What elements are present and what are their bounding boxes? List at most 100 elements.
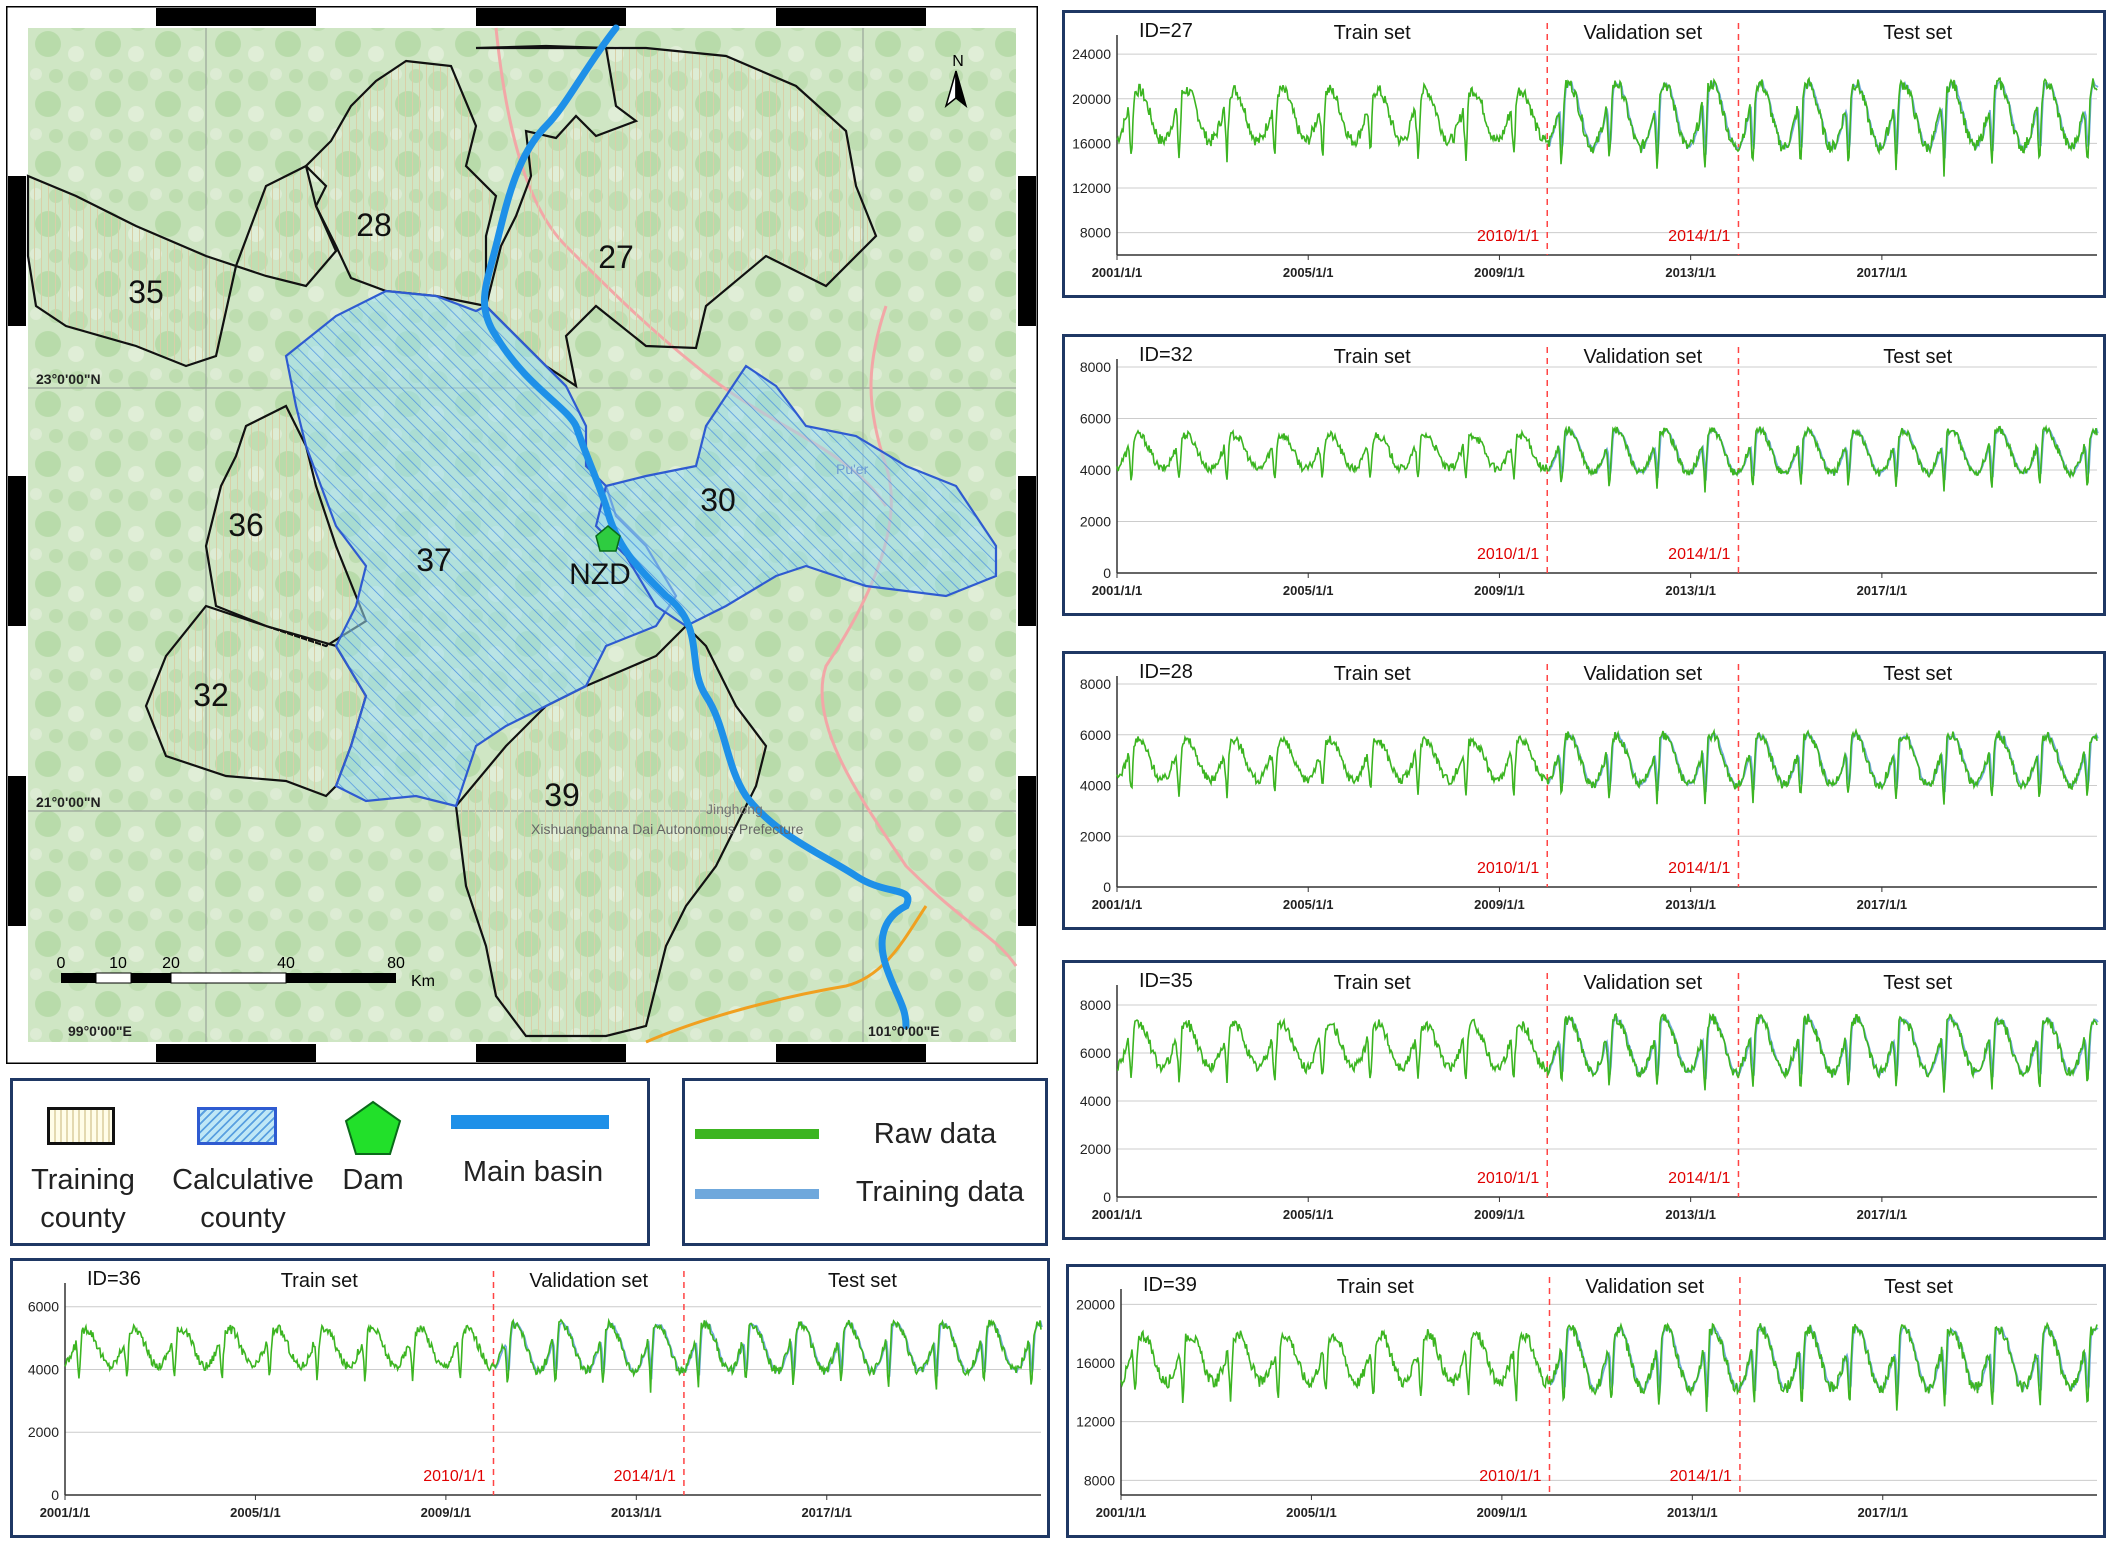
- segment-title: Train set: [281, 1270, 359, 1292]
- split-date-label: 2010/1/1: [1477, 546, 1539, 563]
- split-date-label: 2014/1/1: [1668, 228, 1730, 245]
- chart-panel-id35: 0 2000 4000 6000 8000 2001/1/1 2005/1/1 2009/1/…: [1062, 960, 2106, 1240]
- split-date-label: 2014/1/1: [1668, 546, 1730, 563]
- x-tick-label: 2009/1/1: [1474, 583, 1525, 598]
- y-tick-label: 8000: [1084, 1472, 1115, 1488]
- x-tick-label: 2009/1/1: [1474, 1207, 1525, 1222]
- legend-label-training: Training county: [31, 1164, 135, 1234]
- training-counties: [26, 44, 878, 1038]
- chart-id-label: ID=35: [1139, 970, 1193, 992]
- training-county-icon: [47, 1107, 115, 1145]
- x-tick-label: 2001/1/1: [1092, 583, 1143, 598]
- x-tick-label: 2001/1/1: [1092, 265, 1143, 280]
- y-tick-label: 8000: [1080, 997, 1111, 1013]
- y-tick-label: 4000: [28, 1361, 59, 1377]
- chart-panel-id32: 0 2000 4000 6000 8000 2001/1/1 2005/1/1 2009/1/…: [1062, 334, 2106, 616]
- legend-label-main-basin: Main basin: [462, 1156, 604, 1188]
- y-tick-label: 6000: [1080, 1045, 1111, 1061]
- x-tick-label: 2001/1/1: [1092, 897, 1143, 912]
- raw-data-line: [1116, 424, 2098, 493]
- x-tick-label: 2017/1/1: [1857, 1505, 1908, 1520]
- county-label-37: 37: [416, 542, 452, 578]
- y-tick-label: 20000: [1076, 1296, 1115, 1312]
- scale-unit: Km: [411, 973, 435, 990]
- chart-svg-id35: 0 2000 4000 6000 8000 2001/1/1 2005/1/1 2009/1/…: [1080, 970, 2099, 1222]
- county-35: [26, 164, 338, 368]
- dam-icon: [344, 1100, 402, 1155]
- split-date-label: 2014/1/1: [1668, 860, 1730, 877]
- county-27: [475, 44, 878, 389]
- series-legend: Raw data Training data: [682, 1078, 1048, 1246]
- y-tick-label: 0: [1103, 1189, 1111, 1205]
- scale-tick-40: 40: [277, 955, 295, 972]
- county-label-27: 27: [598, 239, 634, 275]
- split-date-label: 2014/1/1: [1668, 1170, 1730, 1187]
- x-tick-label: 2005/1/1: [1286, 1505, 1337, 1520]
- y-tick-label: 24000: [1072, 46, 1111, 62]
- split-date-label: 2010/1/1: [1477, 1170, 1539, 1187]
- county-label-30: 30: [700, 482, 736, 518]
- x-tick-label: 2017/1/1: [801, 1505, 852, 1520]
- x-tick-label: 2001/1/1: [1096, 1505, 1147, 1520]
- x-tick-label: 2009/1/1: [1477, 1505, 1528, 1520]
- x-tick-label: 2013/1/1: [611, 1505, 662, 1520]
- county-label-32: 32: [193, 677, 229, 713]
- county-37: [284, 289, 678, 808]
- split-date-label: 2010/1/1: [1479, 1468, 1541, 1485]
- split-date-label: 2014/1/1: [614, 1468, 676, 1485]
- x-tick-label: 2013/1/1: [1665, 897, 1716, 912]
- y-tick-label: 4000: [1080, 462, 1111, 478]
- y-tick-label: 0: [1103, 879, 1111, 895]
- county-label-39: 39: [544, 777, 580, 813]
- raw-data-line: [64, 1317, 1042, 1393]
- split-date-label: 2014/1/1: [1670, 1468, 1732, 1485]
- raw-data-line: [1116, 727, 2098, 805]
- chart-id-label: ID=32: [1139, 344, 1193, 366]
- north-label: N: [952, 53, 964, 70]
- split-date-label: 2010/1/1: [1477, 860, 1539, 877]
- segment-title: Validation set: [529, 1270, 648, 1292]
- map-frame-ticks: [8, 8, 1036, 1062]
- county-39: [454, 624, 768, 1038]
- x-tick-label: 2017/1/1: [1857, 1207, 1908, 1222]
- county-28: [304, 59, 498, 308]
- chart-svg-id32: 0 2000 4000 6000 8000 2001/1/1 2005/1/1 2009/1/…: [1080, 344, 2099, 598]
- y-tick-label: 12000: [1076, 1414, 1115, 1430]
- y-tick-label: 0: [51, 1487, 59, 1503]
- segment-title: Test set: [1883, 663, 1952, 685]
- scale-bar: 0 10 20 40 80 Km: [57, 955, 435, 990]
- y-tick-label: 4000: [1080, 778, 1111, 794]
- chart-panel-id39: 8000 12000 16000 20000 2001/1/1 2005/1/1 2009/…: [1066, 1264, 2106, 1538]
- segment-title: Train set: [1334, 663, 1412, 685]
- map-panel: N 27 28 35 36 32 39 37 30 NZD Pu'er Jing…: [4, 4, 1040, 1066]
- raw-data-line: [1120, 1321, 2098, 1412]
- segment-title: Train set: [1334, 22, 1412, 44]
- raw-data-line: [1116, 76, 2098, 177]
- x-tick-label: 2005/1/1: [1283, 897, 1334, 912]
- scale-tick-10: 10: [109, 955, 127, 972]
- chart-id-label: ID=39: [1143, 1274, 1197, 1296]
- split-date-label: 2010/1/1: [423, 1468, 485, 1485]
- raw-data-swatch: [695, 1129, 819, 1139]
- training-data-line: [1548, 79, 2099, 159]
- scale-tick-80: 80: [387, 955, 405, 972]
- place-label-jinghong: Jinghong: [706, 801, 763, 817]
- segment-title: Validation set: [1584, 22, 1703, 44]
- county-labels: 27 28 35 36 32 39 37 30: [128, 207, 736, 813]
- north-arrow: [944, 70, 968, 109]
- chart-panel-id36: 0 2000 4000 6000 2001/1/1 2005/1/1 2009/1/1 201…: [10, 1258, 1050, 1538]
- chart-id-label: ID=28: [1139, 661, 1193, 683]
- training-data-line: [495, 1320, 1043, 1380]
- x-tick-label: 2013/1/1: [1665, 265, 1716, 280]
- x-tick-label: 2001/1/1: [40, 1505, 91, 1520]
- main-basin-river: [480, 24, 912, 1030]
- map-legend: Training county Calculative county Dam M…: [10, 1078, 650, 1246]
- legend-label-training-data: Training data: [855, 1176, 1025, 1208]
- legend-label-calculative: Calculative county: [172, 1164, 314, 1234]
- x-tick-label: 2001/1/1: [1092, 1207, 1143, 1222]
- x-tick-label: 2005/1/1: [1283, 1207, 1334, 1222]
- segment-title: Test set: [1884, 1276, 1953, 1298]
- y-tick-label: 8000: [1080, 676, 1111, 692]
- y-tick-label: 8000: [1080, 225, 1111, 241]
- place-label-prefecture: Xishuangbanna Dai Autonomous Prefecture: [531, 821, 804, 837]
